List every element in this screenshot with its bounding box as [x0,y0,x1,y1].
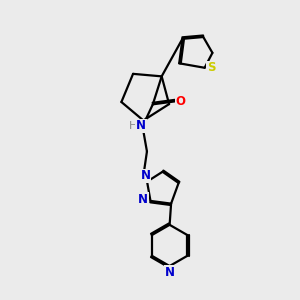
Text: N: N [165,266,175,279]
Text: N: N [136,119,146,132]
Text: S: S [207,61,215,74]
Text: O: O [176,95,186,108]
Text: N: N [141,169,151,182]
Text: N: N [138,193,148,206]
Text: H: H [129,121,137,131]
